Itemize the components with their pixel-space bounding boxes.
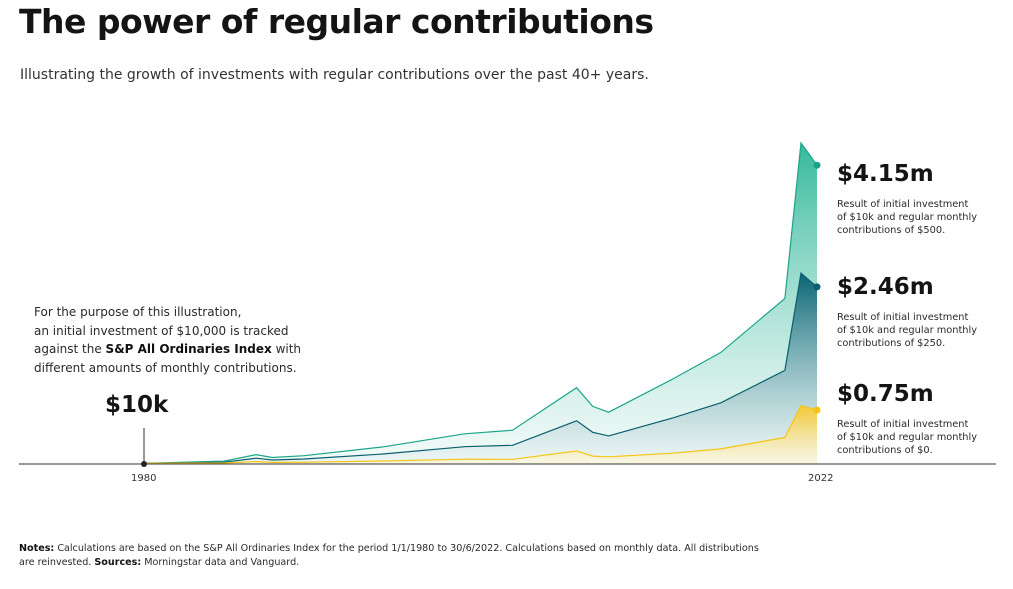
result-500-line-3: contributions of $500.: [837, 225, 946, 236]
result-0-value: $0.75m: [837, 381, 934, 407]
result-250-desc: Result of initial investment of $10k and…: [837, 311, 1007, 350]
footnotes: Notes: Calculations are based on the S&P…: [19, 542, 759, 570]
intro-line-2: an initial investment of $10,000 is trac…: [34, 323, 289, 338]
start-amount-label: $10k: [105, 392, 169, 418]
page-title: The power of regular contributions: [19, 2, 654, 41]
result-250-line-2: of $10k and regular monthly: [837, 325, 978, 336]
intro-line-1: For the purpose of this illustration,: [34, 305, 242, 319]
result-0-desc: Result of initial investment of $10k and…: [837, 418, 1007, 457]
start-marker-dot: [141, 461, 147, 467]
series-0-area: [144, 405, 817, 464]
result-0-line-3: contributions of $0.: [837, 445, 933, 456]
intro-line-4: different amounts of monthly contributio…: [34, 360, 297, 375]
intro-line-3-pre: against the: [34, 342, 106, 356]
notes-label: Notes:: [19, 543, 55, 554]
intro-line-3-post: with: [271, 342, 302, 356]
result-500-line-1: Result of initial investment: [837, 199, 969, 210]
notes-text: Calculations are based on the S&P All Or…: [19, 543, 759, 568]
result-0-line-1: Result of initial investment: [837, 419, 969, 430]
result-500-desc: Result of initial investment of $10k and…: [837, 198, 1007, 237]
series-250-line: [143, 272, 818, 464]
series-0-end-dot: [813, 406, 821, 414]
series-0-line: [143, 404, 818, 464]
page-subtitle: Illustrating the growth of investments w…: [20, 67, 649, 83]
result-250-value: $2.46m: [837, 274, 934, 300]
series-500-line: [143, 141, 818, 464]
sources-text: Morningstar data and Vanguard.: [141, 557, 300, 568]
x-tick-end: 2022: [808, 473, 834, 484]
result-500-value: $4.15m: [837, 161, 934, 187]
intro-text: For the purpose of this illustration, an…: [34, 303, 354, 377]
result-250-line-1: Result of initial investment: [837, 312, 969, 323]
x-tick-start: 1980: [131, 473, 157, 484]
series-250-end-dot: [813, 283, 821, 291]
result-0-line-2: of $10k and regular monthly: [837, 432, 978, 443]
sources-label: Sources:: [94, 557, 142, 568]
index-name: S&P All Ordinaries Index: [105, 342, 272, 356]
series-500-end-dot: [813, 161, 821, 169]
result-250-line-3: contributions of $250.: [837, 338, 946, 349]
result-500-line-2: of $10k and regular monthly: [837, 212, 978, 223]
